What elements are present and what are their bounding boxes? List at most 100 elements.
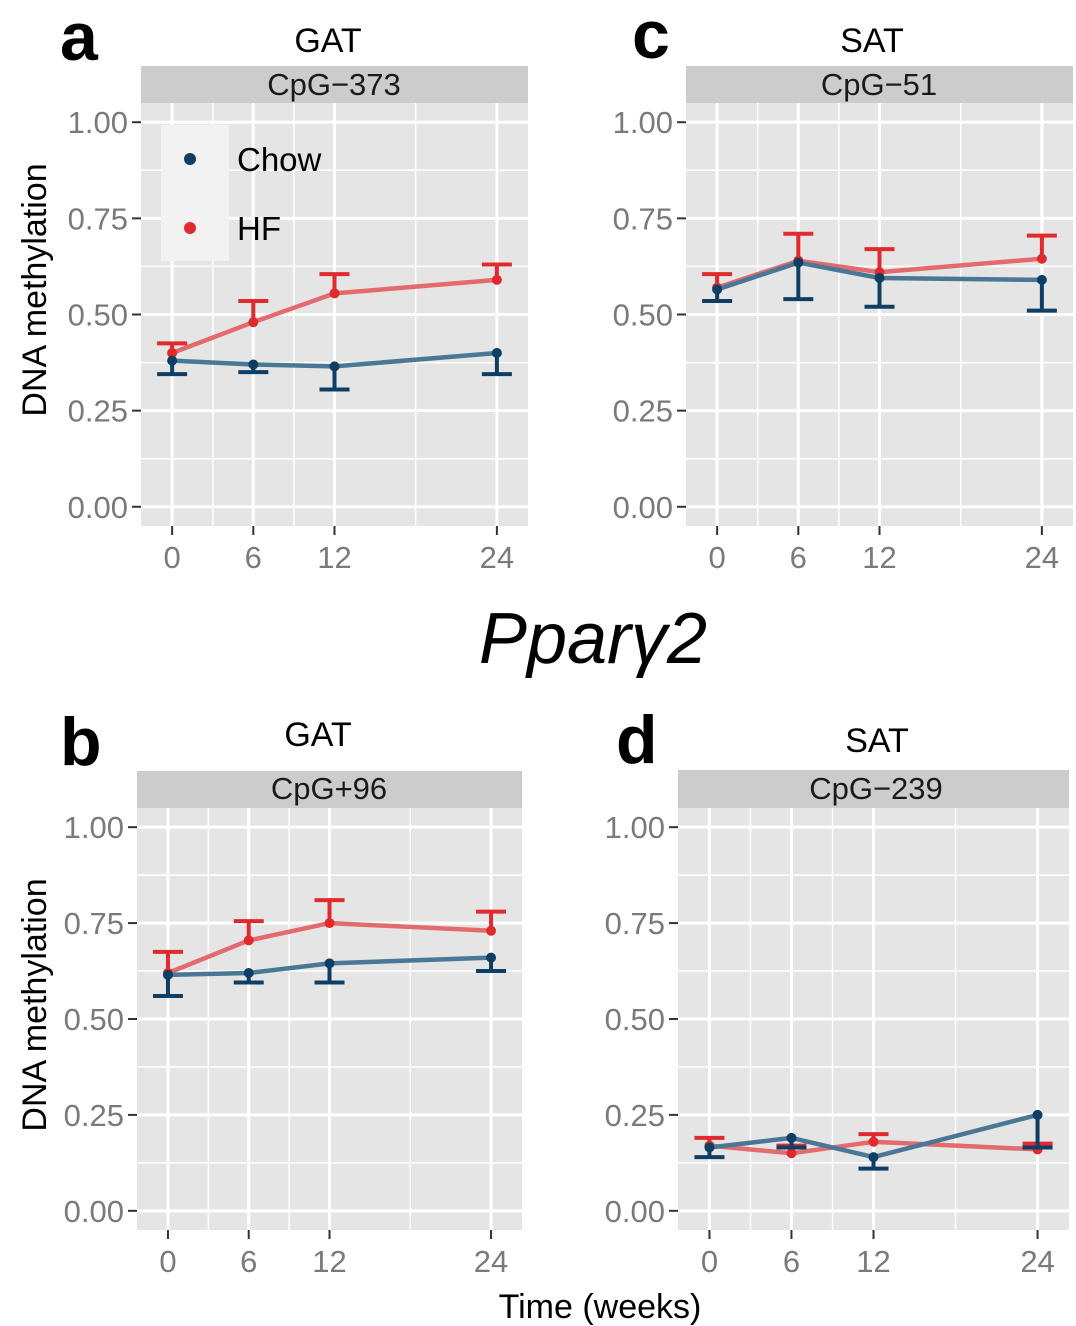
panel-a-site-label: CpG−373	[267, 67, 401, 102]
panel-a-hf-point	[491, 274, 502, 285]
panel-c-tissue: SAT	[840, 22, 904, 60]
panel-letter-d: d	[616, 702, 658, 778]
panel-c-x-tick-label: 24	[1025, 540, 1059, 575]
panel-a-hf-point	[248, 317, 259, 328]
panel-c-y-axis: 0.00 0.25 0.50 0.75 1.00	[613, 105, 686, 525]
panel-d-x-tick-label: 0	[701, 1244, 718, 1279]
legend-hf-marker	[184, 222, 196, 234]
panel-a-chow-point	[248, 359, 259, 370]
panel-b-y-tick-label: 0.25	[64, 1098, 124, 1133]
panel-d-y-tick-label: 0.75	[605, 906, 665, 941]
panel-c-y-tick-label: 1.00	[613, 105, 673, 140]
panel-d-y-tick-label: 0.25	[605, 1098, 665, 1133]
panel-b-y-axis: 0.00 0.25 0.50 0.75 1.00	[64, 810, 137, 1229]
panel-b-x-tick-label: 12	[312, 1244, 346, 1279]
y-axis-title-bottom: DNA methylation	[16, 878, 54, 1131]
panel-a-strip	[141, 66, 528, 103]
panel-d-x-tick-label: 24	[1020, 1244, 1054, 1279]
panel-d-y-axis: 0.00 0.25 0.50 0.75 1.00	[605, 810, 678, 1229]
panel-d-chow-point	[786, 1132, 797, 1143]
panel-a-y-tick-label: 0.25	[68, 394, 128, 429]
panel-c: c SAT CpG−51 0.00 0.25 0.50 0.75 1.00 0 6 12 24	[613, 0, 1073, 575]
panel-c-chow-point	[793, 257, 804, 268]
panel-b-chow-point	[486, 952, 497, 963]
y-axis-title-top: DNA methylation	[16, 163, 54, 416]
panel-c-chow-point	[1036, 274, 1047, 285]
panel-d-y-tick-label: 1.00	[605, 810, 665, 845]
panel-a-hf-line	[169, 277, 500, 356]
panel-b-y-tick-label: 0.75	[64, 906, 124, 941]
panel-b-hf-point	[243, 935, 254, 946]
panel-a-chow-point	[167, 355, 178, 366]
panel-d-chow-point	[1032, 1109, 1043, 1120]
panel-a: a GAT CpG−373 0.00 0.25 0.50 0.75 1.00 0 6 12 2…	[60, 0, 528, 575]
panel-b: b GAT CpG+96 0.00 0.25 0.50 0.75 1.00 0 6 12 24	[60, 704, 522, 1279]
panel-b-hf-point	[324, 918, 335, 929]
panel-a-hf-point	[329, 288, 340, 299]
panel-a-chow-point	[329, 361, 340, 372]
panel-d-chow-point	[704, 1142, 715, 1153]
panel-b-y-tick-label: 0.50	[64, 1002, 124, 1037]
panel-c-y-tick-label: 0.25	[613, 394, 673, 429]
legend-key-box	[161, 125, 229, 261]
panel-b-gridlines	[137, 808, 522, 1230]
panel-d-x-tick-label: 6	[783, 1244, 800, 1279]
panel-b-x-tick-label: 6	[240, 1244, 257, 1279]
panel-b-x-axis: 0 6 12 24	[159, 1230, 508, 1279]
panel-b-y-tick-label: 1.00	[64, 810, 124, 845]
panel-b-chow-point	[324, 958, 335, 969]
x-axis-title: Time (weeks)	[499, 1288, 702, 1326]
panel-d-y-tick-label: 0.50	[605, 1002, 665, 1037]
gene-label: Pparγ2	[479, 599, 707, 679]
panel-a-tissue: GAT	[294, 22, 361, 60]
panel-a-y-tick-label: 1.00	[68, 105, 128, 140]
panel-a-x-tick-label: 6	[245, 540, 262, 575]
legend-chow-label: Chow	[237, 141, 322, 178]
panel-d-hf-point	[786, 1148, 797, 1159]
panel-b-hf-point	[486, 925, 497, 936]
panel-a-y-tick-label: 0.75	[68, 201, 128, 236]
panel-d-hf-point	[868, 1136, 879, 1147]
panel-b-x-tick-label: 24	[474, 1244, 508, 1279]
panel-letter-b: b	[60, 704, 102, 780]
panel-d-series	[694, 1109, 1053, 1171]
panel-c-y-tick-label: 0.00	[613, 490, 673, 525]
panel-b-tissue: GAT	[284, 716, 351, 754]
panel-b-strip	[137, 771, 522, 808]
panel-d: d SAT CpG−239 0.00 0.25 0.50 0.75 1.00 0 6 12 2…	[605, 702, 1069, 1279]
panel-b-hf-line	[165, 920, 494, 976]
panel-b-site-label: CpG+96	[271, 771, 387, 806]
panel-b-series	[152, 898, 507, 998]
panel-d-x-tick-label: 12	[856, 1244, 890, 1279]
panel-c-chow-point	[712, 284, 723, 295]
panel-c-x-tick-label: 12	[862, 540, 896, 575]
panel-c-y-tick-label: 0.75	[613, 201, 673, 236]
panel-a-x-tick-label: 12	[317, 540, 351, 575]
legend-chow-marker	[184, 153, 196, 165]
panel-a-y-axis: 0.00 0.25 0.50 0.75 1.00	[68, 105, 141, 525]
legend-hf-label: HF	[237, 210, 281, 247]
panel-letter-a: a	[60, 0, 99, 75]
panel-c-hf-point	[1036, 253, 1047, 264]
panel-b-chow-point	[243, 967, 254, 978]
panel-b-chow-point	[162, 969, 173, 980]
panel-c-x-axis: 0 6 12 24	[708, 526, 1059, 575]
panel-c-x-tick-label: 6	[790, 540, 807, 575]
panel-a-series	[157, 262, 512, 392]
panel-a-x-tick-label: 0	[163, 540, 180, 575]
panel-c-chow-line	[714, 260, 1045, 292]
panel-a-chow-point	[491, 347, 502, 358]
panel-b-y-tick-label: 0.00	[64, 1194, 124, 1229]
panel-b-x-tick-label: 0	[159, 1244, 176, 1279]
panel-a-hf-point	[167, 347, 178, 358]
panel-c-site-label: CpG−51	[821, 67, 937, 102]
panel-a-x-axis: 0 6 12 24	[163, 526, 514, 575]
panel-letter-c: c	[632, 0, 670, 73]
panel-a-x-tick-label: 24	[480, 540, 514, 575]
panel-c-chow-point	[874, 272, 885, 283]
panel-c-series	[702, 231, 1057, 313]
panel-d-gridlines	[678, 808, 1069, 1230]
panel-c-gridlines	[686, 103, 1073, 526]
panel-c-strip	[686, 66, 1073, 103]
